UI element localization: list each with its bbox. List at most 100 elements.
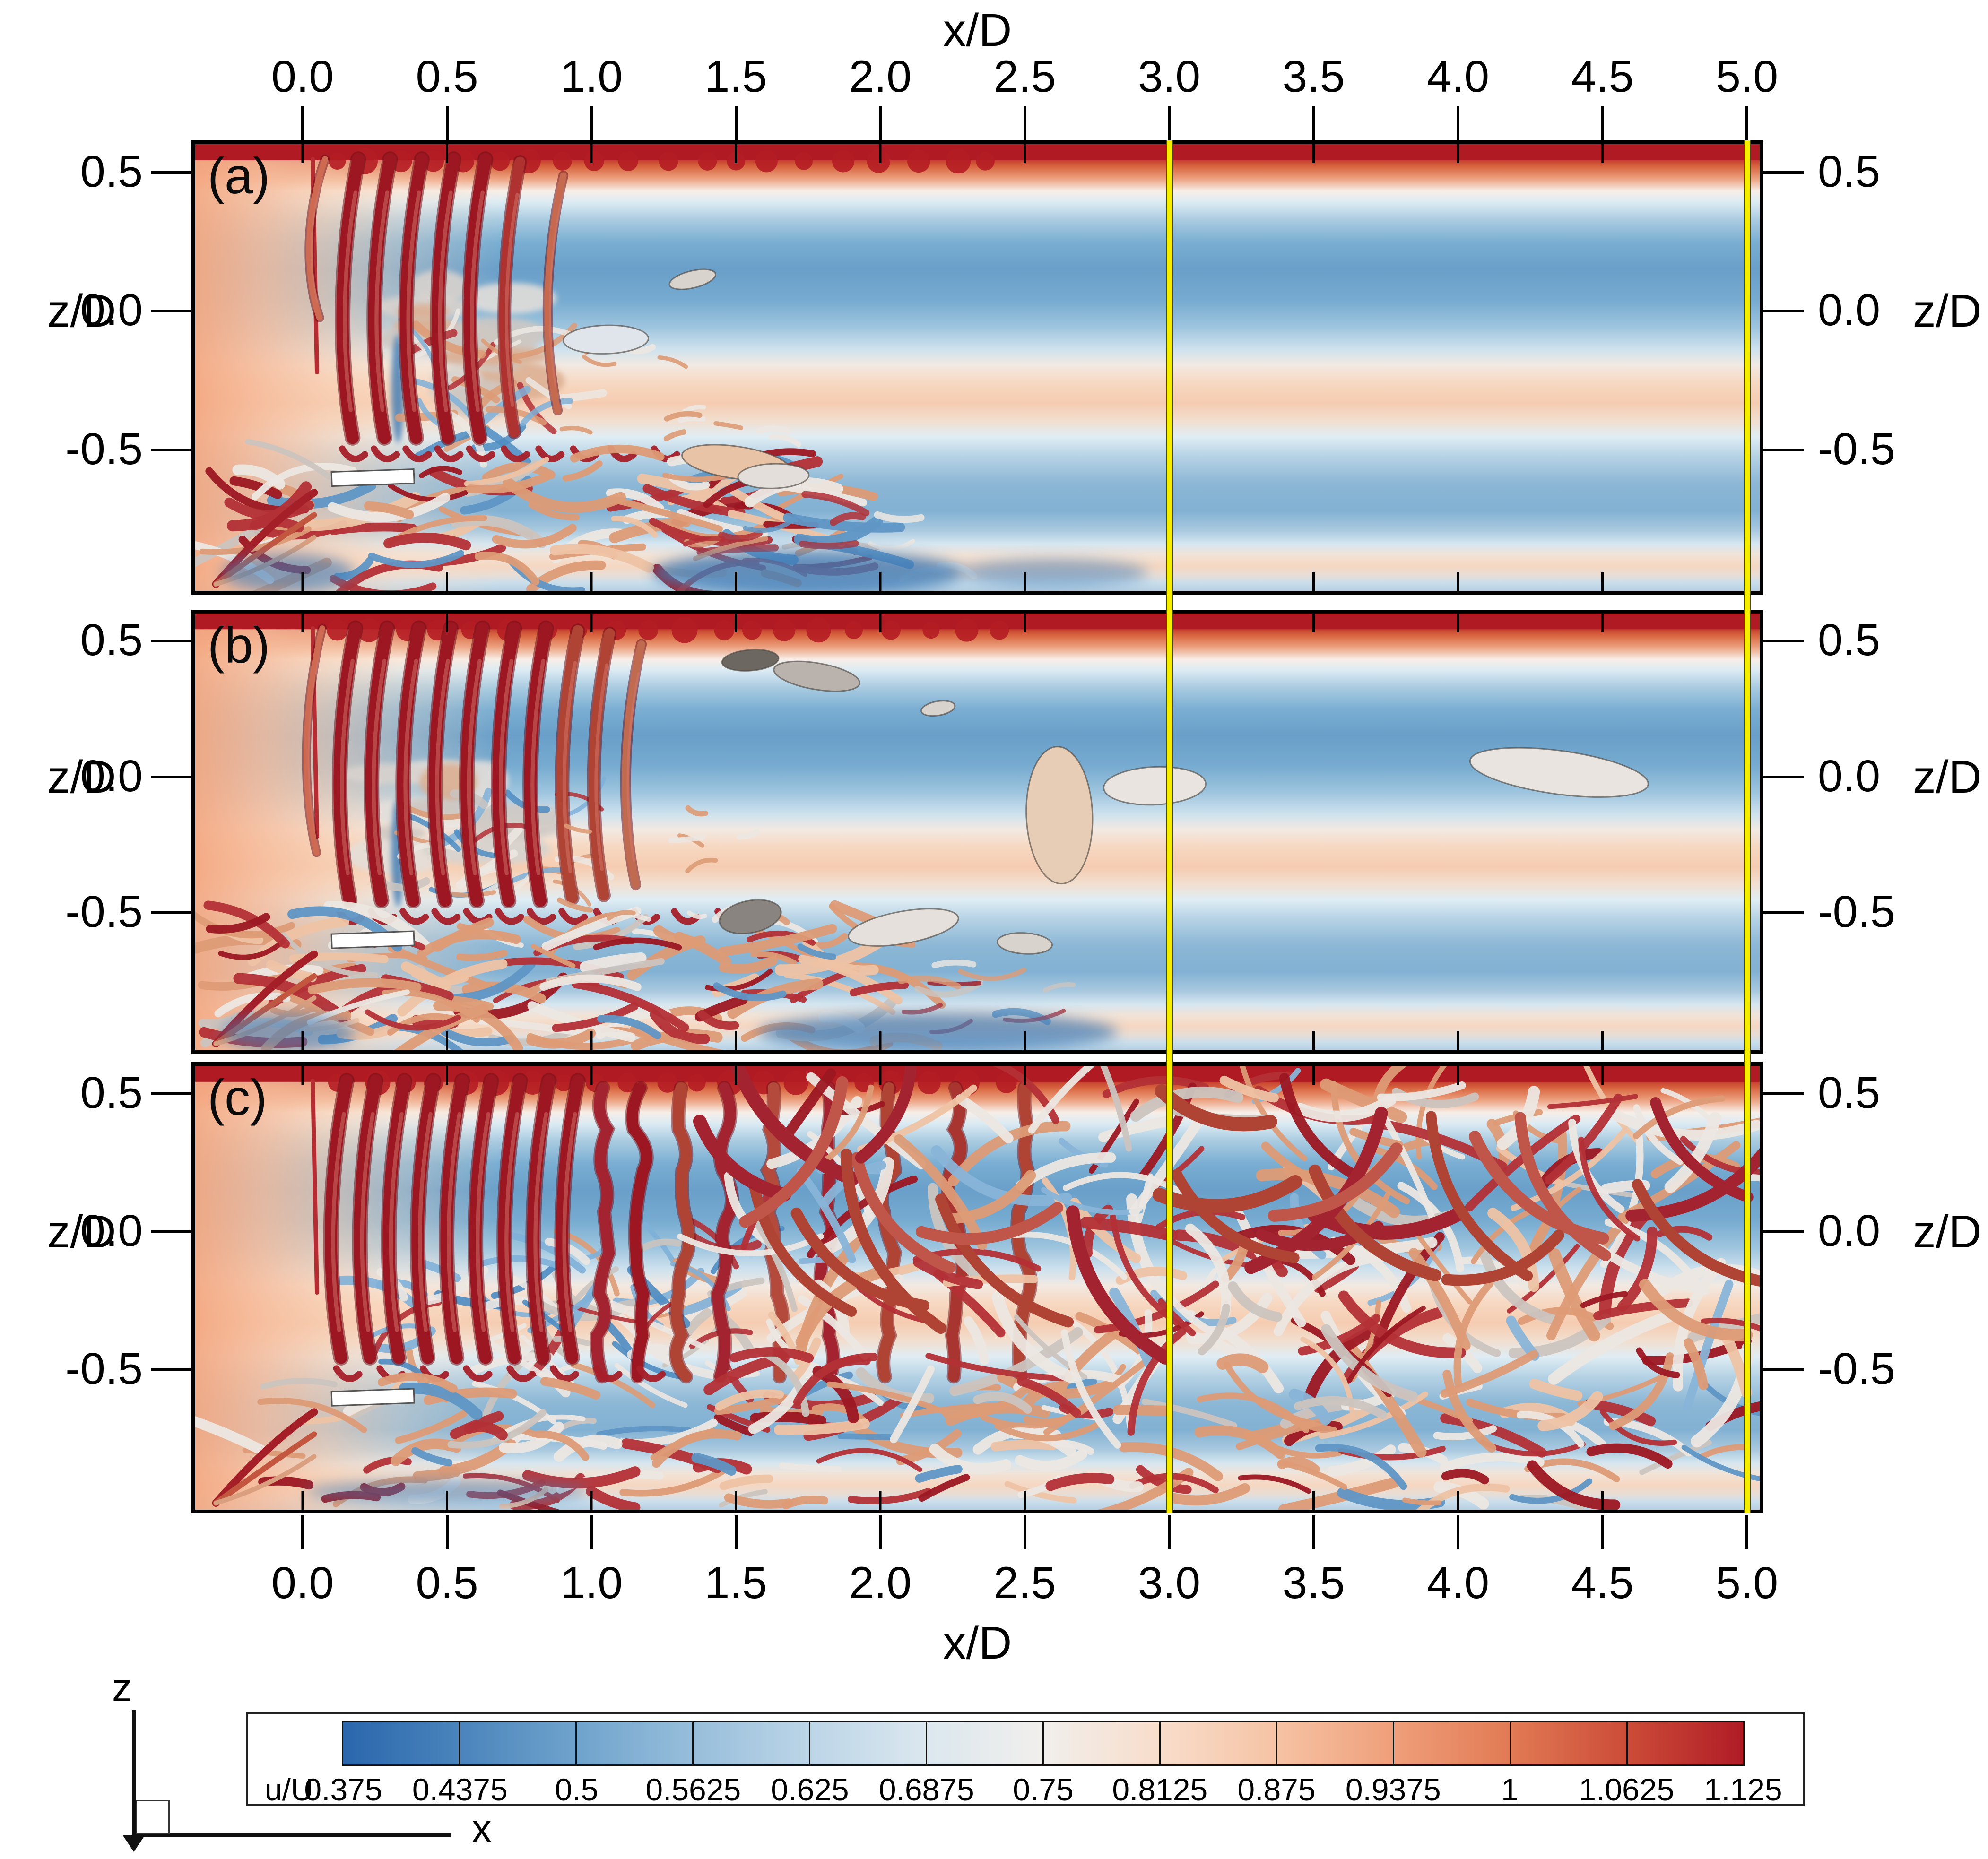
z-axis-right-tick-label: 0.0 <box>1818 751 1881 801</box>
x-axis-bottom-tick <box>1312 1515 1315 1549</box>
vortex-structures-layer <box>195 614 1760 1050</box>
x-axis-bottom-tick <box>1023 1515 1026 1549</box>
z-axis-left-title: z/D <box>47 285 116 337</box>
x-axis-top-tick-label: 0.0 <box>271 52 334 102</box>
colorbar-segment <box>1044 1722 1161 1764</box>
z-axis-right-tick <box>1763 1230 1804 1234</box>
colorbar-tick-label: 0.875 <box>1237 1772 1316 1807</box>
x-axis-top-tick-label: 2.5 <box>993 52 1056 102</box>
x-axis-bottom-tick-label: 2.5 <box>993 1558 1056 1608</box>
colorbar-segment <box>1277 1722 1394 1764</box>
x-axis-bottom-tick <box>1457 1515 1459 1549</box>
x-axis-top-tick <box>1457 106 1459 140</box>
z-axis-left-tick <box>151 911 191 915</box>
colorbar-quantity-label: u/U <box>265 1772 313 1807</box>
z-axis-left-tick-label: -0.5 <box>65 887 143 937</box>
z-axis-left-tick-label: 0.0 <box>80 1206 143 1256</box>
colorbar-segment <box>810 1722 927 1764</box>
panel-b: (b) <box>191 610 1763 1054</box>
z-axis-right-title: z/D <box>1913 751 1982 803</box>
colorbar-segment <box>1511 1722 1628 1764</box>
x-axis-bottom-tick-label: 2.0 <box>849 1558 912 1608</box>
z-axis-right-title: z/D <box>1913 1206 1982 1258</box>
z-axis-left-tick <box>151 310 191 313</box>
x-axis-top-tick-label: 5.0 <box>1715 52 1779 102</box>
z-axis-right-tick-label: 0.0 <box>1818 1206 1881 1256</box>
colorbar-segment <box>343 1722 460 1764</box>
colorbar-tick-label: 0.5 <box>555 1772 599 1807</box>
x-axis-bottom-tick-label: 4.5 <box>1571 1558 1634 1608</box>
colorbar-tick-label: 0.625 <box>771 1772 849 1807</box>
x-axis-top-tick <box>1168 106 1171 140</box>
z-axis-left-tick <box>151 171 191 174</box>
z-axis-right-tick <box>1763 449 1804 452</box>
x-axis-bottom-tick-label: 3.5 <box>1282 1558 1345 1608</box>
reference-line-x3 <box>1166 140 1173 1513</box>
colorbar-segment <box>694 1722 810 1764</box>
z-axis-right-tick-label: -0.5 <box>1818 1344 1895 1394</box>
x-axis-bottom-tick <box>1168 1515 1171 1549</box>
colorbar-tick-label: 1 <box>1501 1772 1519 1807</box>
z-axis-right-tick-label: -0.5 <box>1818 887 1895 937</box>
z-axis-right-tick-label: -0.5 <box>1818 424 1895 475</box>
z-axis-right-tick <box>1763 775 1804 778</box>
indicator-z-label: z <box>112 1665 132 1710</box>
x-axis-top-tick <box>734 106 738 140</box>
x-axis-bottom-tick-label: 1.5 <box>704 1558 767 1608</box>
z-axis-right-title: z/D <box>1913 285 1982 337</box>
z-axis-right-tick-label: 0.5 <box>1818 1068 1881 1118</box>
x-axis-top-tick-label: 2.0 <box>849 52 912 102</box>
z-axis-left-tick <box>151 1092 191 1096</box>
z-axis-right-tick <box>1763 640 1804 643</box>
panel-a: (a) <box>191 140 1763 595</box>
z-axis-left-title: z/D <box>47 751 116 803</box>
x-axis-top-title: x/D <box>943 4 1012 56</box>
z-axis-right-tick <box>1763 310 1804 313</box>
colorbar-tick-label: 0.75 <box>1013 1772 1074 1807</box>
z-axis-right-tick <box>1763 1092 1804 1096</box>
z-axis-right-tick-label: 0.5 <box>1818 615 1881 666</box>
x-axis-bottom-tick <box>590 1515 593 1549</box>
x-axis-top-tick <box>1023 106 1026 140</box>
x-axis-bottom-tick <box>734 1515 738 1549</box>
colorbar-segment <box>577 1722 694 1764</box>
colorbar-tick-label: 0.9375 <box>1345 1772 1441 1807</box>
x-axis-bottom-tick-label: 0.0 <box>271 1558 334 1608</box>
indicator-x-label: x <box>472 1806 492 1850</box>
z-axis-left-tick-label: 0.5 <box>80 1068 143 1118</box>
x-axis-top-tick-label: 3.0 <box>1137 52 1201 102</box>
x-axis-top-tick <box>301 106 304 140</box>
x-axis-top-tick <box>445 106 449 140</box>
colorbar: u/U 0.375 0.4375 0.5 0.5625 0.625 0.6875 0.75 0.… <box>246 1712 1805 1807</box>
x-axis-bottom-tick <box>879 1515 882 1549</box>
z-axis-left-tick <box>151 1368 191 1372</box>
colorbar-tick-label: 1.0625 <box>1579 1772 1675 1807</box>
reference-line-x5 <box>1744 140 1751 1513</box>
colorbar-tick-label: 1.125 <box>1704 1772 1782 1807</box>
z-axis-right-tick-label: 0.5 <box>1818 146 1881 197</box>
panel-c: (c) <box>191 1062 1763 1513</box>
z-axis-left-tick <box>151 775 191 778</box>
z-axis-left-tick-label: -0.5 <box>65 424 143 475</box>
z-axis-left-tick-label: 0.5 <box>80 615 143 666</box>
colorbar-segment <box>1394 1722 1511 1764</box>
x-axis-top-tick-label: 4.5 <box>1571 52 1634 102</box>
z-axis-left-tick-label: 0.0 <box>80 285 143 336</box>
x-axis-bottom-tick <box>1601 1515 1604 1549</box>
x-axis-top-tick <box>590 106 593 140</box>
colorbar-segment <box>1628 1722 1743 1764</box>
colorbar-segment <box>927 1722 1044 1764</box>
x-axis-top-tick-label: 4.0 <box>1426 52 1490 102</box>
colorbar-tick-label: 0.4375 <box>412 1772 508 1807</box>
x-axis-bottom-tick-label: 5.0 <box>1715 1558 1779 1608</box>
indicator-right-angle-marker <box>136 1800 170 1834</box>
z-axis-right-tick <box>1763 1368 1804 1372</box>
indicator-x-axis-line <box>132 1833 451 1837</box>
colorbar-tick-label: 0.8125 <box>1112 1772 1208 1807</box>
x-axis-top-tick-label: 3.5 <box>1282 52 1345 102</box>
x-axis-top-tick <box>1745 106 1748 140</box>
z-axis-left-tick-label: 0.5 <box>80 146 143 197</box>
x-axis-bottom-title: x/D <box>943 1617 1012 1669</box>
indicator-z-axis-line <box>132 1710 136 1837</box>
